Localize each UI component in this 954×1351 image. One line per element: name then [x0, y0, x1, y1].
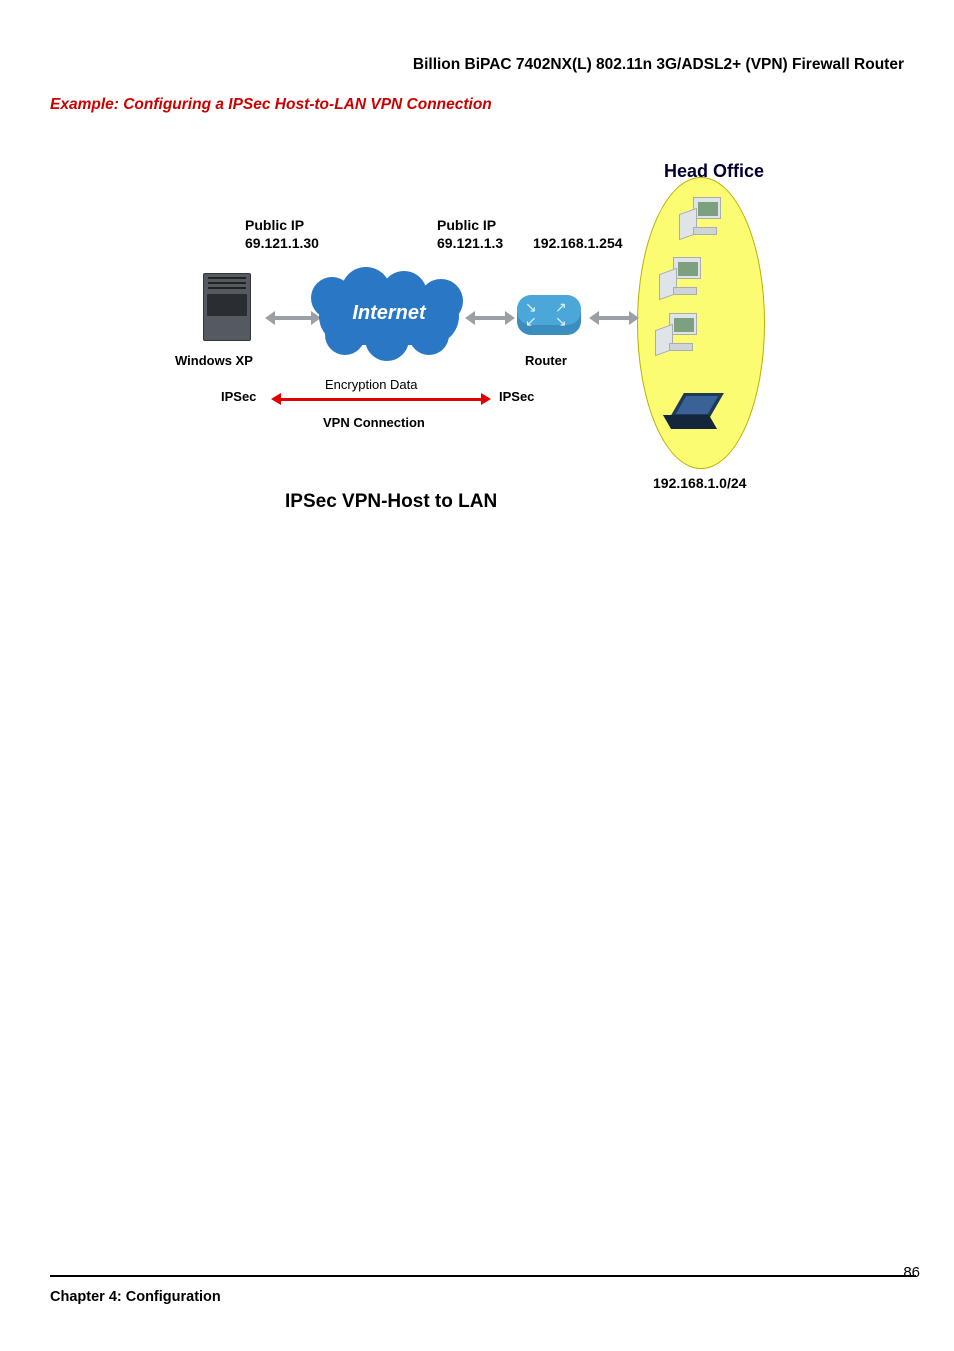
office-pc-icon	[657, 257, 705, 299]
router-icon: ↘ ↗ ↙ ↘	[517, 295, 581, 335]
connector-arrow-icon	[465, 311, 515, 325]
router-lan-ip: 192.168.1.254	[533, 235, 623, 253]
ipsec-right-label: IPSec	[499, 389, 534, 404]
ipsec-left-label: IPSec	[221, 389, 256, 404]
page-header: Billion BiPAC 7402NX(L) 802.11n 3G/ADSL2…	[413, 56, 904, 74]
internet-label: Internet	[319, 302, 459, 325]
internet-cloud-icon: Internet	[319, 287, 459, 345]
public-ip-value: 69.121.1.30	[245, 235, 319, 251]
public-ip-label: Public IP	[245, 217, 304, 233]
vpn-connection-label: VPN Connection	[323, 415, 425, 430]
connector-arrow-icon	[589, 311, 639, 325]
public-ip-label: Public IP	[437, 217, 496, 233]
router-label: Router	[525, 353, 567, 368]
lan-subnet-label: 192.168.1.0/24	[653, 475, 746, 493]
page-number: 86	[903, 1264, 920, 1281]
diagram-title: IPSec VPN-Host to LAN	[285, 491, 497, 513]
example-title: Example: Configuring a IPSec Host-to-LAN…	[50, 96, 492, 114]
windows-xp-tower-icon	[203, 273, 251, 341]
vpn-encryption-arrow-icon	[271, 393, 491, 405]
network-diagram: Head Office Public IP 69.121.1.30 Public…	[175, 155, 795, 525]
office-pc-icon	[677, 197, 725, 239]
footer-divider	[50, 1275, 916, 1277]
laptop-icon	[663, 393, 723, 433]
head-office-label: Head Office	[645, 161, 783, 182]
office-pc-icon	[653, 313, 701, 355]
public-ip-value: 69.121.1.3	[437, 235, 503, 251]
windows-xp-label: Windows XP	[175, 353, 253, 368]
router-public-ip-label: Public IP 69.121.1.3	[437, 217, 503, 252]
encryption-data-label: Encryption Data	[325, 377, 418, 392]
connector-arrow-icon	[265, 311, 321, 325]
footer-chapter: Chapter 4: Configuration	[50, 1289, 221, 1305]
host-public-ip-label: Public IP 69.121.1.30	[245, 217, 319, 252]
